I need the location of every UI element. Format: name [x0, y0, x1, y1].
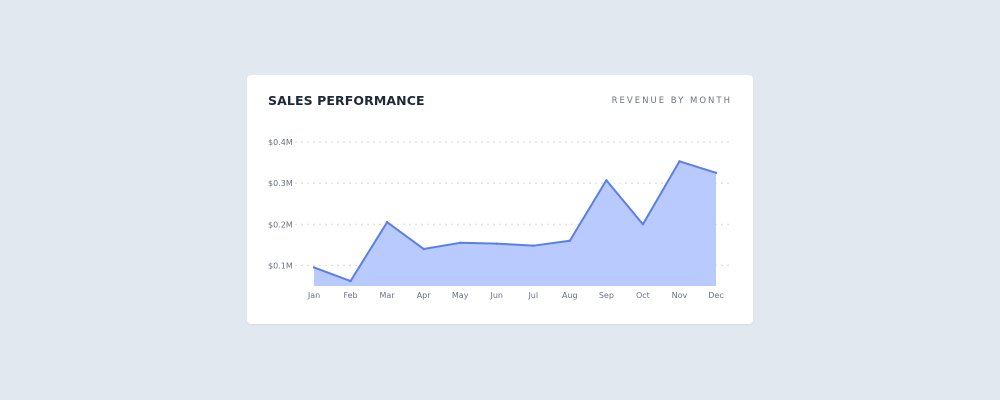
data-point — [714, 171, 718, 175]
series-line — [313, 160, 717, 283]
x-tick-label: Apr — [417, 291, 432, 300]
data-point — [532, 244, 535, 247]
chart-card: SALES PERFORMANCE REVENUE BY MONTH $0.1M… — [247, 75, 753, 324]
chart-title: SALES PERFORMANCE — [268, 93, 425, 108]
data-point — [568, 239, 572, 242]
x-tick-label: Jan — [307, 291, 320, 300]
x-tick-label: Mar — [380, 291, 396, 300]
y-tick-label: $0.1M — [268, 261, 293, 270]
y-tick-label: $0.3M — [268, 179, 293, 188]
x-tick-label: Aug — [562, 291, 578, 300]
data-point — [385, 221, 389, 224]
data-point — [422, 247, 425, 251]
data-point — [641, 223, 645, 226]
x-tick-label: Oct — [636, 291, 650, 300]
area-fill — [314, 161, 716, 286]
x-tick-label: Feb — [343, 291, 357, 300]
x-tick-label: Jun — [489, 291, 503, 300]
x-tick-label: May — [452, 291, 469, 300]
x-tick-label: Sep — [599, 291, 614, 300]
y-tick-label: $0.2M — [268, 220, 293, 229]
x-tick-label: Jul — [527, 291, 538, 300]
data-point — [349, 279, 352, 283]
chart-subtitle: REVENUE BY MONTH — [611, 96, 732, 106]
y-tick-label: $0.4M — [268, 138, 293, 147]
data-point — [605, 179, 608, 182]
x-tick-label: Dec — [708, 291, 723, 300]
data-point — [495, 242, 498, 245]
x-tick-label: Nov — [672, 291, 688, 300]
data-point — [678, 160, 681, 163]
data-point — [312, 266, 316, 269]
area-chart: $0.1M $0.2M $0.3M $0.4M Jan Feb Mar Apr May Jun Ju… — [268, 138, 730, 300]
data-point — [458, 241, 462, 244]
